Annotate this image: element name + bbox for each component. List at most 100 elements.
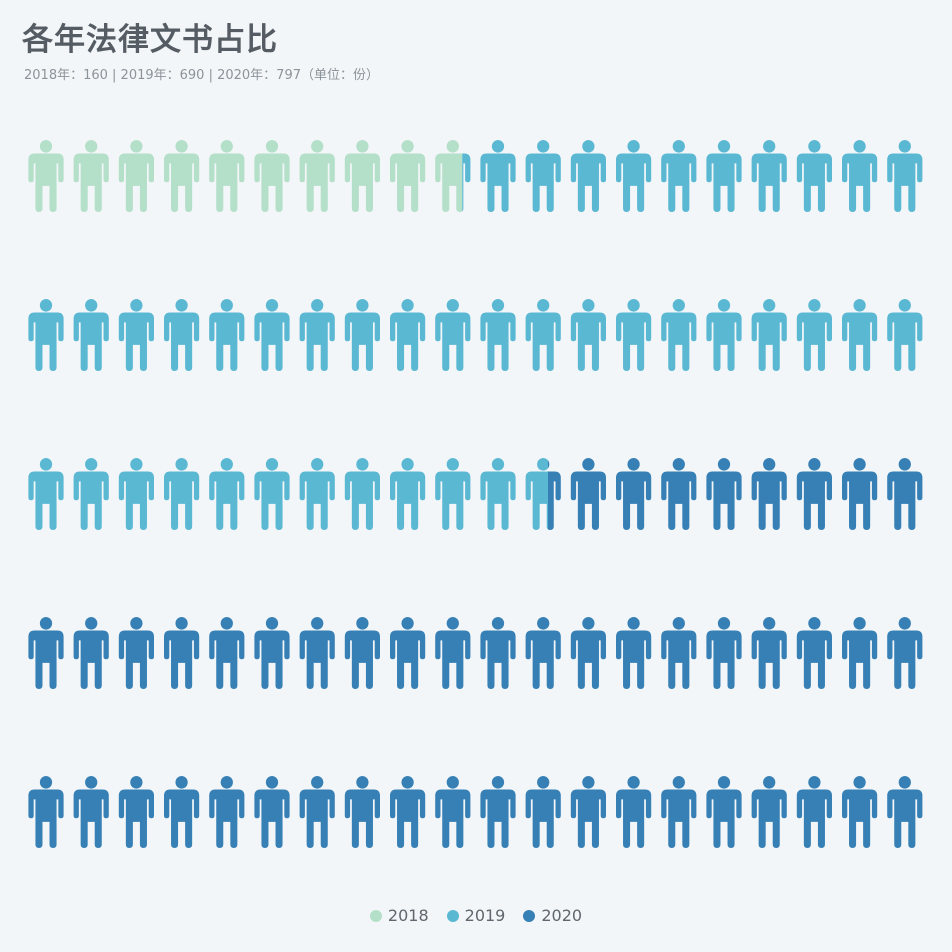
- person-icon: [28, 776, 64, 848]
- person-icon: [118, 458, 154, 530]
- person-icon: [842, 617, 878, 689]
- person-icon: [706, 776, 742, 848]
- person-icon: [751, 776, 787, 848]
- person-icon: [254, 776, 290, 848]
- person-icon: [570, 458, 606, 530]
- person-icon: [616, 458, 652, 530]
- person-icon: [706, 617, 742, 689]
- person-icon: [570, 617, 606, 689]
- person-icon: [887, 776, 923, 848]
- person-icon: [842, 458, 878, 530]
- person-icon: [164, 776, 200, 848]
- person-icon: [73, 458, 109, 530]
- legend-item-2020[interactable]: 2020: [523, 906, 582, 925]
- person-icon: [570, 299, 606, 371]
- legend-marker-2019: [446, 909, 459, 922]
- person-icon: [887, 458, 923, 530]
- person-icon: [480, 458, 516, 530]
- person-icon: [435, 458, 471, 530]
- person-icon: [390, 458, 426, 530]
- person-icon: [796, 458, 832, 530]
- person-icon: [73, 140, 109, 212]
- person-icon: [28, 299, 64, 371]
- person-icon: [435, 140, 471, 213]
- person-icon: [299, 299, 335, 371]
- person-icon: [480, 140, 516, 212]
- person-icon: [661, 458, 697, 530]
- person-icon: [480, 776, 516, 848]
- legend-label-2018: 2018: [387, 906, 429, 925]
- person-icon: [435, 617, 471, 689]
- person-icon: [209, 617, 245, 689]
- person-icon: [299, 617, 335, 689]
- person-icon: [570, 140, 606, 212]
- person-icon: [661, 776, 697, 848]
- person-icon: [842, 776, 878, 848]
- person-icon: [164, 140, 200, 212]
- person-icon: [480, 299, 516, 371]
- legend-item-2018[interactable]: 2018: [369, 906, 429, 925]
- person-icon: [164, 617, 200, 689]
- person-icon: [254, 140, 290, 212]
- person-icon: [796, 776, 832, 848]
- person-icon: [73, 776, 109, 848]
- person-icon: [299, 458, 335, 530]
- person-icon: [751, 299, 787, 371]
- person-icon: [661, 299, 697, 371]
- person-icon: [254, 299, 290, 371]
- person-icon: [887, 617, 923, 689]
- person-icon: [299, 140, 335, 212]
- person-icon: [118, 299, 154, 371]
- person-icon: [344, 299, 380, 371]
- person-icon: [796, 299, 832, 371]
- person-icon: [796, 617, 832, 689]
- person-icon: [751, 458, 787, 530]
- person-icon: [28, 140, 64, 212]
- person-icon: [435, 299, 471, 371]
- person-icon: [887, 140, 923, 212]
- person-icon: [390, 299, 426, 371]
- person-icon: [706, 299, 742, 371]
- legend-marker-2020: [523, 909, 536, 922]
- person-icon: [73, 299, 109, 371]
- person-icon: [164, 299, 200, 371]
- person-icon: [344, 458, 380, 530]
- person-icon: [73, 617, 109, 689]
- person-icon: [28, 617, 64, 689]
- person-icon: [209, 458, 245, 530]
- person-icon: [28, 458, 64, 530]
- person-icon: [525, 140, 561, 212]
- person-icon: [480, 617, 516, 689]
- legend-item-2019[interactable]: 2019: [446, 906, 506, 925]
- person-icon: [706, 140, 742, 212]
- person-icon: [118, 776, 154, 848]
- legend-marker-2018: [369, 909, 382, 922]
- person-icon: [254, 458, 290, 530]
- person-icon: [118, 140, 154, 212]
- person-icon: [118, 617, 154, 689]
- person-icon: [570, 776, 606, 848]
- person-icon: [435, 776, 471, 848]
- chart-title: 各年法律文书占比: [22, 22, 278, 58]
- chart-legend: 2018 2019 2020: [0, 906, 952, 925]
- person-icon: [661, 617, 697, 689]
- person-icon: [616, 140, 652, 212]
- legend-label-2020: 2020: [541, 906, 583, 925]
- person-icon: [164, 458, 200, 530]
- person-icon: [842, 140, 878, 212]
- person-icon: [390, 617, 426, 689]
- person-icon: [525, 299, 561, 371]
- person-icon: [209, 140, 245, 212]
- chart-subtitle: 2018年：160 | 2019年：690 | 2020年：797（单位：份）: [24, 68, 379, 83]
- person-icon: [525, 458, 561, 531]
- person-icon: [616, 617, 652, 689]
- person-icon: [344, 140, 380, 212]
- person-icon: [254, 617, 290, 689]
- person-icon: [299, 776, 335, 848]
- person-icon: [390, 776, 426, 848]
- person-icon: [751, 617, 787, 689]
- person-icon: [842, 299, 878, 371]
- person-icon: [525, 617, 561, 689]
- legend-label-2019: 2019: [464, 906, 506, 925]
